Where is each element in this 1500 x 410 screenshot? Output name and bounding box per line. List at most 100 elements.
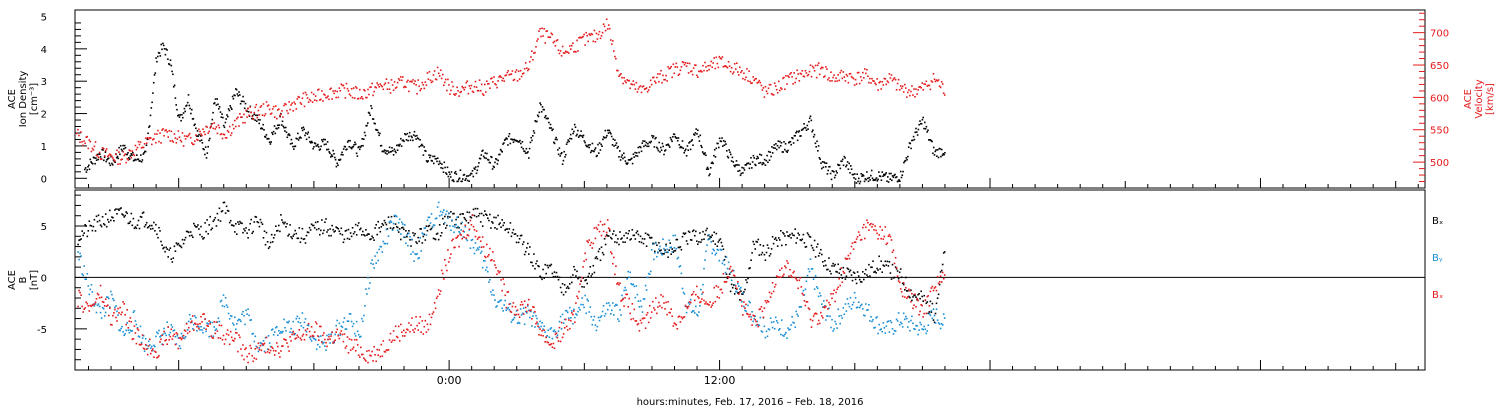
bz-point: [229, 330, 232, 333]
velocity-point: [781, 88, 783, 90]
bz-point: [325, 341, 327, 344]
bz-point: [523, 300, 526, 302]
bz-point: [697, 295, 699, 298]
by-point: [242, 310, 244, 313]
by-point: [589, 306, 592, 308]
bx-point: [675, 238, 678, 241]
bz-point: [684, 304, 687, 307]
density-point: [556, 138, 558, 141]
bz-point: [464, 224, 467, 227]
bx-point: [387, 216, 390, 218]
density-point: [664, 150, 666, 152]
bx-point: [592, 264, 595, 267]
by-point: [135, 323, 138, 326]
density-point: [189, 107, 191, 110]
density-point: [712, 162, 714, 165]
bx-point: [694, 234, 696, 237]
bx-point: [202, 238, 204, 240]
density-point: [598, 152, 600, 154]
by-point: [430, 213, 433, 215]
density-point: [220, 116, 223, 118]
by-point: [290, 327, 292, 330]
bz-point: [486, 243, 488, 246]
density-point: [876, 180, 879, 182]
density-point: [921, 118, 924, 121]
density-point: [619, 159, 622, 161]
bz-point: [182, 334, 185, 337]
by-point: [183, 337, 186, 340]
by-point: [911, 315, 913, 318]
by-point: [206, 322, 208, 324]
by-point: [84, 278, 86, 280]
bz-point: [130, 321, 133, 323]
bz-point: [168, 339, 170, 341]
velocity-point: [458, 95, 460, 97]
density-point: [203, 148, 205, 151]
bx-point: [365, 229, 367, 231]
bz-point: [334, 339, 336, 341]
bx-point: [309, 229, 312, 231]
velocity-point: [435, 78, 438, 81]
velocity-point: [301, 97, 304, 100]
density-point: [342, 154, 344, 156]
density-point: [904, 159, 907, 162]
velocity-point: [664, 78, 666, 81]
bx-point: [109, 209, 111, 212]
velocity-point: [896, 82, 899, 85]
density-point: [260, 127, 263, 129]
bx-point: [376, 233, 378, 236]
density-point: [355, 152, 358, 155]
bz-point: [575, 302, 577, 304]
bx-point: [422, 235, 425, 238]
bx-point: [375, 224, 377, 226]
bx-point: [103, 224, 106, 226]
legend-item: Bₓ: [1432, 216, 1443, 227]
bx-point: [738, 292, 740, 294]
velocity-point: [583, 33, 585, 36]
density-point: [626, 163, 628, 165]
bx-point: [93, 218, 96, 221]
velocity-point: [905, 87, 907, 89]
velocity-point: [405, 86, 407, 88]
velocity-point: [249, 106, 251, 108]
bz-point: [633, 308, 636, 311]
bx-point: [724, 255, 727, 258]
by-point: [304, 318, 307, 320]
bx-point: [474, 207, 477, 210]
density-point: [619, 150, 621, 152]
by-point: [82, 274, 84, 277]
by-point: [328, 333, 330, 336]
density-point: [191, 108, 193, 111]
by-point: [779, 328, 781, 330]
density-point: [104, 151, 107, 153]
velocity-point: [413, 82, 415, 85]
velocity-point: [546, 30, 548, 32]
density-point: [776, 144, 779, 147]
density-point: [164, 53, 167, 56]
velocity-point: [744, 78, 746, 81]
bz-point: [571, 312, 573, 314]
density-point: [669, 136, 672, 139]
bz-point: [765, 301, 768, 304]
density-point: [474, 168, 476, 170]
by-point: [415, 253, 417, 256]
velocity-point: [821, 66, 823, 69]
bz-point: [365, 360, 367, 362]
by-point: [635, 285, 638, 287]
density-point: [815, 146, 817, 148]
by-point: [771, 326, 774, 329]
velocity-point: [709, 64, 711, 67]
bz-point: [473, 229, 476, 231]
density-point: [662, 145, 664, 148]
velocity-point: [257, 109, 260, 112]
velocity-point: [901, 85, 904, 88]
density-point: [714, 156, 717, 158]
density-point: [145, 144, 148, 146]
bz-point: [648, 304, 651, 307]
bz-point: [482, 246, 485, 248]
velocity-point: [914, 96, 916, 98]
velocity-point: [714, 67, 717, 70]
velocity-point: [803, 75, 806, 78]
density-point: [652, 135, 655, 137]
velocity-point: [720, 58, 723, 60]
